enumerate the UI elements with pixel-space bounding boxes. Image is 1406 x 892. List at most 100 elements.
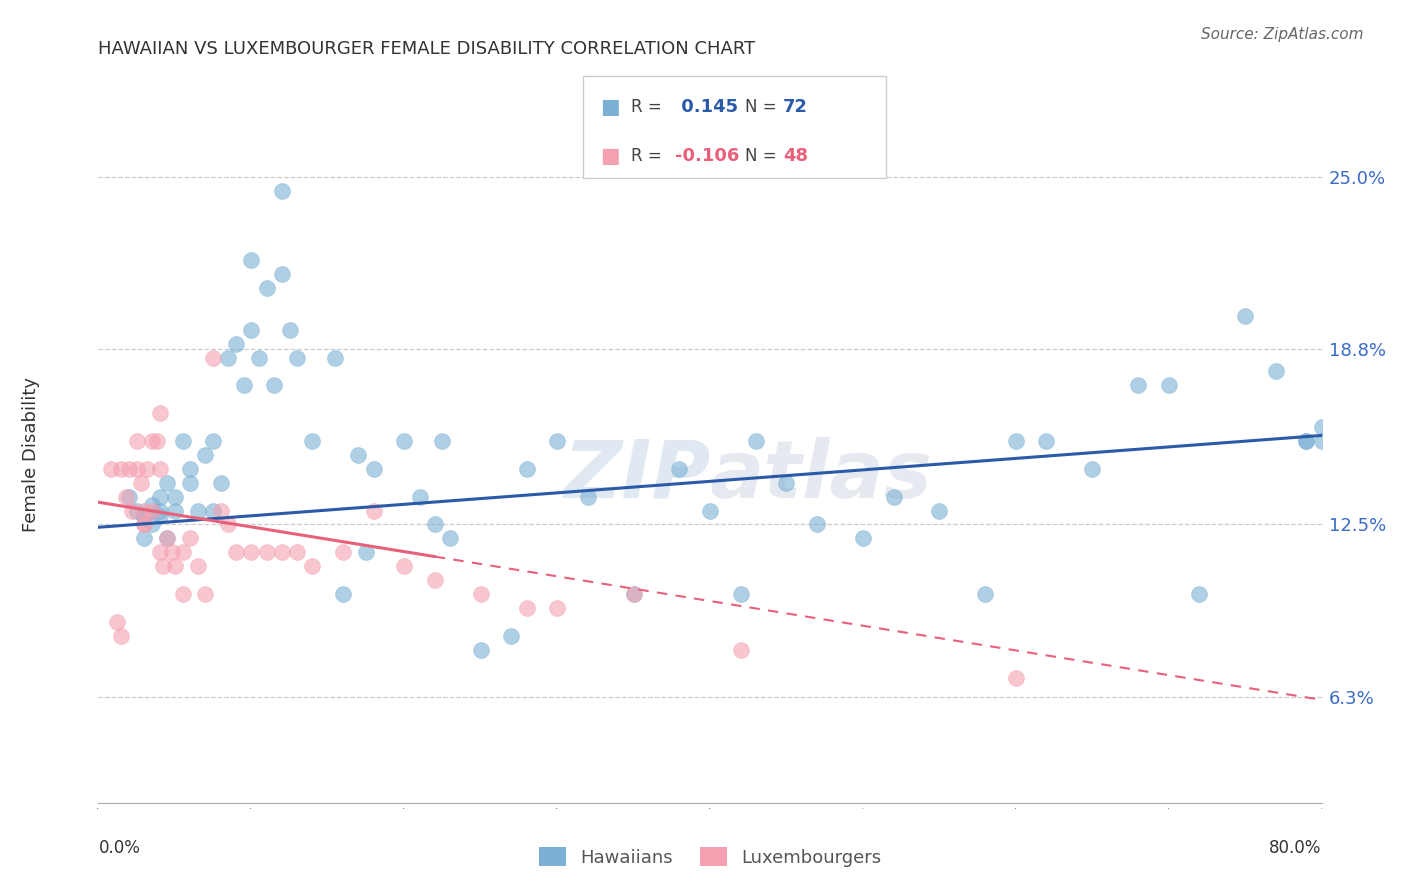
Point bbox=[118, 462, 141, 476]
Point bbox=[105, 615, 128, 629]
Point bbox=[163, 503, 186, 517]
Point bbox=[187, 503, 209, 517]
Text: ZIP: ZIP bbox=[562, 437, 710, 515]
Point bbox=[623, 587, 645, 601]
Point bbox=[928, 503, 950, 517]
Point bbox=[145, 434, 167, 448]
Point bbox=[1234, 309, 1257, 323]
Point bbox=[516, 462, 538, 476]
Point bbox=[209, 475, 232, 490]
Point bbox=[883, 490, 905, 504]
Point bbox=[285, 351, 308, 365]
Point bbox=[125, 434, 148, 448]
Text: N =: N = bbox=[745, 97, 782, 116]
Point bbox=[179, 462, 201, 476]
Point bbox=[392, 434, 416, 448]
Point bbox=[546, 601, 568, 615]
Point bbox=[217, 351, 239, 365]
Text: Source: ZipAtlas.com: Source: ZipAtlas.com bbox=[1201, 27, 1364, 42]
Point bbox=[156, 532, 179, 546]
Point bbox=[301, 559, 323, 574]
Point bbox=[125, 503, 148, 517]
Point bbox=[363, 503, 385, 517]
Point bbox=[423, 517, 446, 532]
Text: atlas: atlas bbox=[710, 437, 932, 515]
Point bbox=[134, 517, 156, 532]
Point bbox=[240, 323, 263, 337]
Point bbox=[576, 490, 599, 504]
Text: R =: R = bbox=[631, 147, 668, 165]
Point bbox=[546, 434, 568, 448]
Text: ■: ■ bbox=[600, 96, 620, 117]
Text: R =: R = bbox=[631, 97, 668, 116]
Point bbox=[149, 503, 172, 517]
Point bbox=[149, 406, 172, 420]
Point bbox=[423, 573, 446, 587]
Point bbox=[134, 532, 156, 546]
Point bbox=[332, 545, 354, 559]
Point bbox=[156, 475, 179, 490]
Point bbox=[163, 490, 186, 504]
Point bbox=[217, 517, 239, 532]
Point bbox=[129, 475, 152, 490]
Point bbox=[232, 378, 254, 392]
Point bbox=[270, 184, 292, 198]
Point bbox=[149, 462, 172, 476]
Point bbox=[172, 587, 194, 601]
Point bbox=[775, 475, 797, 490]
Text: 0.0%: 0.0% bbox=[98, 839, 141, 857]
Text: 80.0%: 80.0% bbox=[1270, 839, 1322, 857]
Point bbox=[408, 490, 430, 504]
Point bbox=[141, 503, 163, 517]
Point bbox=[202, 434, 225, 448]
Point bbox=[240, 545, 263, 559]
Point bbox=[194, 587, 217, 601]
Point bbox=[110, 629, 132, 643]
Point bbox=[1081, 462, 1104, 476]
Point bbox=[1128, 378, 1150, 392]
Point bbox=[301, 434, 323, 448]
Text: 72: 72 bbox=[783, 97, 808, 116]
Point bbox=[149, 490, 172, 504]
Point bbox=[392, 559, 416, 574]
Point bbox=[225, 336, 247, 351]
Point bbox=[745, 434, 768, 448]
Text: HAWAIIAN VS LUXEMBOURGER FEMALE DISABILITY CORRELATION CHART: HAWAIIAN VS LUXEMBOURGER FEMALE DISABILI… bbox=[98, 40, 755, 58]
Legend: Hawaiians, Luxembourgers: Hawaiians, Luxembourgers bbox=[531, 840, 889, 874]
Point bbox=[354, 545, 377, 559]
Point bbox=[347, 448, 370, 462]
Point bbox=[1310, 434, 1333, 448]
Point bbox=[363, 462, 385, 476]
Point bbox=[439, 532, 461, 546]
Point bbox=[225, 545, 247, 559]
Point bbox=[172, 545, 194, 559]
Point bbox=[325, 351, 347, 365]
Point bbox=[141, 434, 163, 448]
Text: 0.145: 0.145 bbox=[675, 97, 738, 116]
Point bbox=[470, 587, 492, 601]
Text: Female Disability: Female Disability bbox=[22, 377, 41, 533]
Point bbox=[1295, 434, 1317, 448]
Point bbox=[730, 587, 752, 601]
Point bbox=[263, 378, 285, 392]
Point bbox=[187, 559, 209, 574]
Point bbox=[134, 509, 156, 524]
Point bbox=[270, 545, 292, 559]
Text: -0.106: -0.106 bbox=[675, 147, 740, 165]
Point bbox=[149, 509, 172, 524]
Point bbox=[179, 475, 201, 490]
Point bbox=[1188, 587, 1211, 601]
Point bbox=[432, 434, 454, 448]
Point bbox=[1295, 434, 1317, 448]
Point bbox=[1157, 378, 1180, 392]
Point bbox=[852, 532, 875, 546]
Point bbox=[1004, 671, 1026, 685]
Point bbox=[278, 323, 301, 337]
Point bbox=[270, 267, 292, 281]
Point bbox=[163, 559, 186, 574]
Point bbox=[247, 351, 270, 365]
Point bbox=[1004, 434, 1026, 448]
Point bbox=[121, 503, 143, 517]
Point bbox=[160, 545, 183, 559]
Point bbox=[141, 517, 163, 532]
